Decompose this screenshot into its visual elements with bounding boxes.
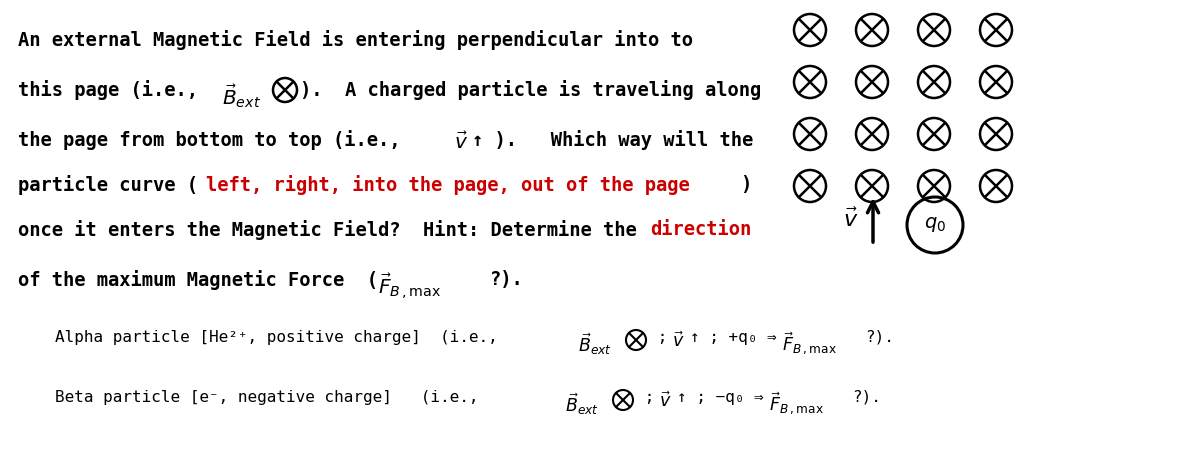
Text: ;: ; <box>648 330 677 345</box>
Text: $\vec{v}$: $\vec{v}$ <box>844 208 859 232</box>
Text: $\vec{B}_{ext}$: $\vec{B}_{ext}$ <box>222 82 260 110</box>
Text: $\vec{B}_{ext}$: $\vec{B}_{ext}$ <box>578 331 612 357</box>
Text: ?).: ?). <box>490 270 523 289</box>
Text: ↑ ; −q₀ ⇒: ↑ ; −q₀ ⇒ <box>677 390 773 405</box>
Text: once it enters the Magnetic Field?  Hint: Determine the: once it enters the Magnetic Field? Hint:… <box>18 220 648 240</box>
Text: direction: direction <box>650 220 751 239</box>
Text: ;: ; <box>635 390 664 405</box>
Text: ↑ ; +q₀ ⇒: ↑ ; +q₀ ⇒ <box>690 330 786 345</box>
Text: $\vec{v}$: $\vec{v}$ <box>672 331 684 351</box>
Text: ?).: ?). <box>852 390 881 405</box>
Text: $\vec{v}$: $\vec{v}$ <box>659 391 672 411</box>
Text: of the maximum Magnetic Force  (: of the maximum Magnetic Force ( <box>18 270 378 290</box>
Text: $\vec{F}_{B\,,\mathrm{max}}$: $\vec{F}_{B\,,\mathrm{max}}$ <box>378 272 442 302</box>
Text: ?).: ?). <box>865 330 894 345</box>
Text: $\vec{B}_{ext}$: $\vec{B}_{ext}$ <box>565 391 599 416</box>
Text: $\vec{F}_{B\,,\mathrm{max}}$: $\vec{F}_{B\,,\mathrm{max}}$ <box>769 391 824 417</box>
Text: $\vec{v}$: $\vec{v}$ <box>454 131 468 153</box>
Text: the page from bottom to top (i.e.,: the page from bottom to top (i.e., <box>18 130 412 150</box>
Text: $q_0$: $q_0$ <box>924 216 946 235</box>
Text: left, right, into the page, out of the page: left, right, into the page, out of the p… <box>206 175 690 195</box>
Text: An external Magnetic Field is entering perpendicular into to: An external Magnetic Field is entering p… <box>18 30 694 50</box>
Text: Alpha particle [He²⁺, positive charge]  (i.e.,: Alpha particle [He²⁺, positive charge] (… <box>55 330 508 345</box>
Text: ↑ ).   Which way will the: ↑ ). Which way will the <box>472 130 754 150</box>
Text: this page (i.e.,: this page (i.e., <box>18 80 209 100</box>
Text: ): ) <box>740 175 751 194</box>
Text: $\vec{F}_{B\,,\mathrm{max}}$: $\vec{F}_{B\,,\mathrm{max}}$ <box>782 331 836 357</box>
Text: Beta particle [e⁻, negative charge]   (i.e.,: Beta particle [e⁻, negative charge] (i.e… <box>55 390 488 405</box>
Text: particle curve (: particle curve ( <box>18 175 198 195</box>
Text: ).  A charged particle is traveling along: ). A charged particle is traveling along <box>300 80 761 100</box>
